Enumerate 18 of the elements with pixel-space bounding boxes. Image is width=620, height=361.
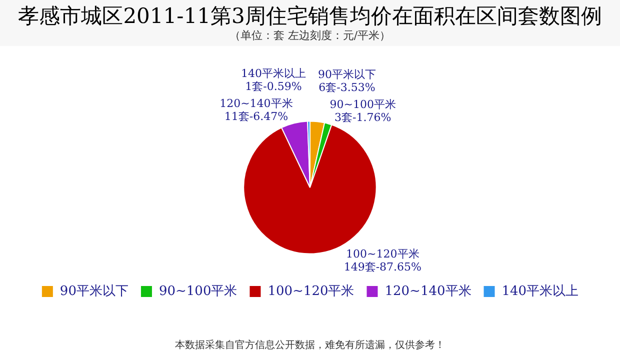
chart-title: 孝感市城区2011-11第3周住宅销售均价在面积在区间套数图例 xyxy=(17,3,603,29)
slice-label: 100~120平米 xyxy=(346,248,420,261)
slice-label: 140平米以上 xyxy=(241,67,306,80)
data-label: 3套-1.76% xyxy=(334,110,392,124)
slice-label: 120~140平米 xyxy=(220,97,293,110)
legend-label: 140平米以上 xyxy=(502,284,579,299)
chart-subtitle: （单位：套 左边刻度：元/平米） xyxy=(228,29,392,43)
legend-label: 100~120平米 xyxy=(268,284,354,299)
slice-label: 90平米以下 xyxy=(318,68,376,81)
legend-label: 90平米以下 xyxy=(60,284,128,299)
data-label: 1套-0.59% xyxy=(245,80,302,94)
legend-label: 90~100平米 xyxy=(158,284,238,299)
data-label: 149套-87.65% xyxy=(344,260,422,274)
data-label: 11套-6.47% xyxy=(224,110,288,124)
slice-label: 90~100平米 xyxy=(330,98,396,111)
data-label: 6套-3.53% xyxy=(318,80,376,94)
text: 本数据采集自官方信息公开数据，难免有所遗漏，仅供参考！ xyxy=(174,338,446,352)
legend-label: 120~140平米 xyxy=(384,284,472,299)
